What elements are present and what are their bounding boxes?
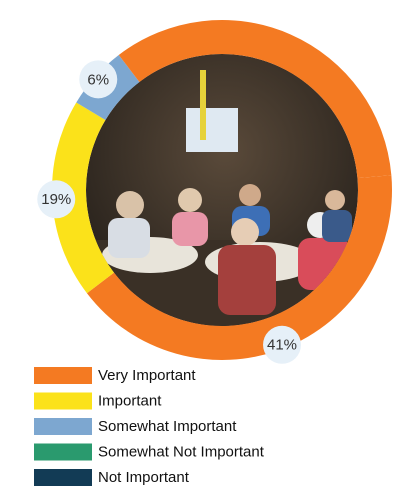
value-label-bg <box>79 60 118 99</box>
donut-segment <box>51 102 114 294</box>
value-label-bg <box>37 180 76 219</box>
legend-swatch <box>34 418 92 435</box>
donut-segment <box>86 175 392 361</box>
legend-label: Somewhat Important <box>98 418 237 435</box>
legend-label: Important <box>98 392 162 409</box>
legend-label: Very Important <box>98 367 196 384</box>
legend-label: Somewhat Not Important <box>98 443 265 460</box>
legend-swatch <box>34 392 92 410</box>
legend-swatch <box>34 367 92 384</box>
legend-label: Not Important <box>98 469 190 486</box>
photo <box>86 54 358 326</box>
value-label: 19% <box>41 191 71 208</box>
value-label-bg <box>263 325 302 364</box>
legend-swatch <box>34 469 92 486</box>
value-label: 41% <box>267 337 297 354</box>
legend-swatch <box>34 443 92 461</box>
donut-segment <box>118 20 392 179</box>
value-label: 6% <box>87 71 109 88</box>
